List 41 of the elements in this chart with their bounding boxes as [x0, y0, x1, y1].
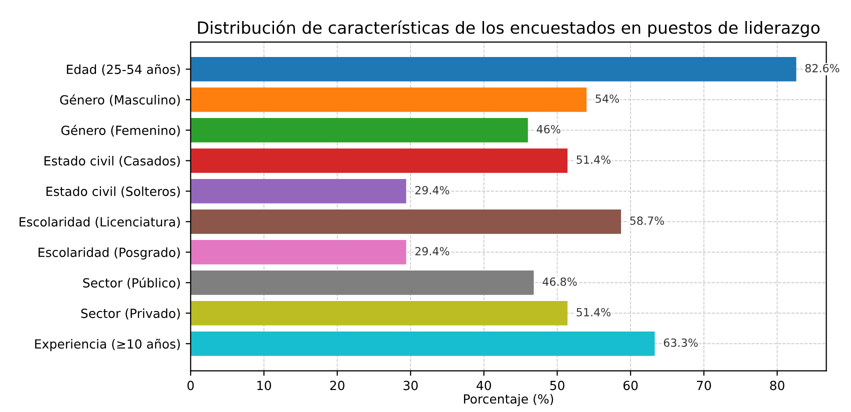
data-label: 63.3%: [664, 338, 698, 347]
x-tick-label: 10: [257, 380, 272, 390]
x-tick-label: 70: [696, 380, 711, 390]
bar: [190, 331, 655, 356]
chart-title: Distribución de características de los encuestados en puestos de liderazgo: [198, 20, 820, 38]
bar: [190, 87, 587, 112]
data-label: 29.4%: [415, 246, 450, 256]
y-tick-label: Escolaridad (Posgrado): [38, 247, 180, 260]
y-tick-label: Sector (Público): [83, 277, 180, 290]
bar: [190, 270, 534, 295]
y-tick-label: Sector (Privado): [81, 308, 180, 320]
y-tick-label: Estado civil (Casados): [44, 156, 180, 168]
x-axis-title: Porcentaje (%): [464, 394, 554, 406]
y-tick-label: Edad (25-54 años): [66, 64, 180, 76]
y-tick-label: Estado civil (Solteros): [46, 186, 180, 198]
y-tick-label: Experiencia (≥10 años): [35, 338, 180, 352]
x-tick-label: 80: [770, 380, 784, 390]
bar: [190, 56, 796, 82]
y-tick-label: Género (Femenino): [61, 124, 180, 137]
x-tick-label: 30: [404, 380, 418, 390]
data-label: 46%: [536, 124, 560, 134]
bar: [190, 148, 568, 173]
bar: [190, 240, 406, 264]
bar: [190, 209, 622, 234]
x-tick-label: 50: [550, 380, 564, 390]
data-label: 51.4%: [576, 155, 611, 164]
bar: [190, 300, 568, 326]
x-tick-label: 60: [623, 380, 638, 390]
data-label: 82.6%: [805, 64, 840, 72]
y-tick-label: Escolaridad (Licenciatura): [20, 216, 180, 228]
y-tick-label: Género (Masculino): [60, 94, 180, 106]
data-label: 58.7%: [630, 216, 664, 225]
data-label: 54%: [596, 94, 619, 103]
data-label: 29.4%: [415, 186, 450, 194]
data-label: 46.8%: [542, 277, 577, 286]
data-label: 51.4%: [576, 308, 611, 316]
bar: [190, 178, 406, 204]
x-tick-label: 40: [476, 380, 492, 390]
x-tick-label: 20: [330, 380, 344, 390]
x-tick-label: 0: [187, 380, 194, 390]
bar: [190, 118, 528, 142]
